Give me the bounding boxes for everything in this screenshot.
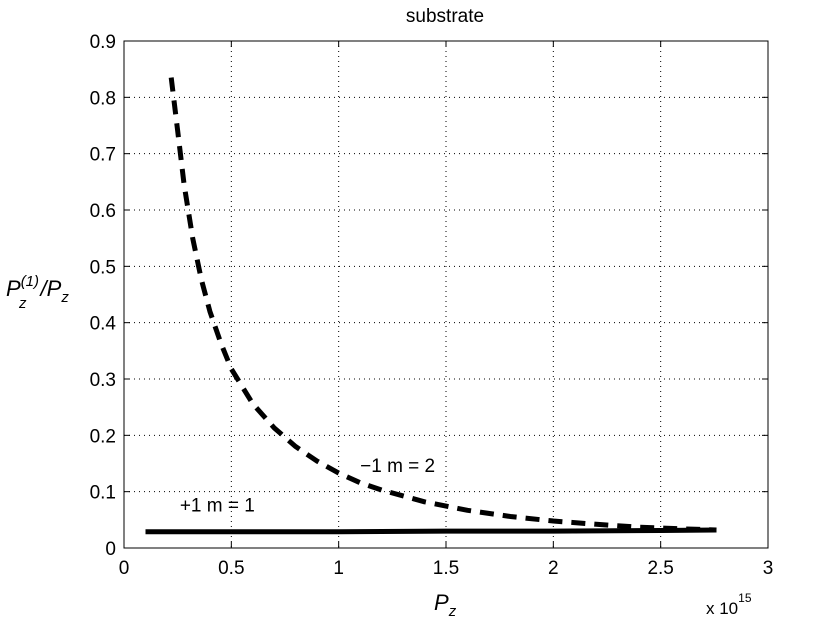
annotation-0: −1 m = 2	[360, 456, 435, 477]
x-axis-multiplier-base: x 10	[706, 599, 738, 618]
x-tick-label-5: 2.5	[647, 558, 673, 579]
x-tick-label-2: 1	[333, 558, 344, 579]
y-axis-label-num-sub: z	[18, 295, 27, 312]
x-axis-multiplier-exponent: 15	[738, 591, 752, 605]
y-tick-label-9: 0.9	[90, 32, 116, 53]
series-layer	[145, 77, 717, 535]
y-tick-label-8: 0.8	[90, 88, 116, 109]
series-line-1	[145, 527, 717, 535]
x-tick-label-0: 0	[119, 558, 130, 579]
y-axis-label-sep: /	[39, 276, 49, 301]
y-axis-label-num-sup: (1)	[21, 273, 39, 290]
y-tick-label-3: 0.3	[90, 370, 116, 391]
x-axis-multiplier: x 1015	[706, 591, 752, 618]
x-tick-label-3: 1.5	[433, 558, 459, 579]
y-axis-label-num: P	[6, 276, 21, 301]
x-axis-label-sub: z	[448, 603, 457, 620]
annotation-1: +1 m = 1	[180, 495, 255, 516]
y-tick-label-6: 0.6	[90, 201, 116, 222]
annotations: −1 m = 2 +1 m = 1	[180, 456, 435, 516]
grid	[124, 41, 768, 548]
x-tick-label-6: 3	[763, 558, 774, 579]
y-tick-label-4: 0.4	[90, 314, 117, 335]
y-tick-label-5: 0.5	[90, 257, 116, 278]
series-line-0	[168, 77, 717, 533]
y-axis-label-den: P	[47, 276, 62, 301]
x-tick-label-1: 0.5	[218, 558, 244, 579]
chart-title: substrate	[406, 6, 484, 27]
y-axis-label-den-sub: z	[60, 289, 69, 306]
y-tick-label-0: 0	[105, 539, 116, 560]
y-axis-label: P(1) z/Pz	[6, 273, 69, 312]
ticks: 0 0.5 1 1.5 2 2.5 3 0 0.1 0.2 0.3 0.4 0.5 0.6 0.7 0.8 0.…	[90, 32, 774, 579]
y-tick-label-1: 0.1	[90, 483, 116, 504]
y-tick-label-2: 0.2	[90, 426, 116, 447]
x-tick-label-4: 2	[548, 558, 559, 579]
y-tick-label-7: 0.7	[90, 145, 116, 166]
x-axis-label-main: P	[434, 590, 449, 615]
x-axis-label: Pz	[434, 590, 457, 620]
